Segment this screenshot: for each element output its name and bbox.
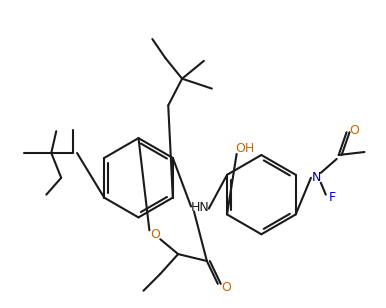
Text: OH: OH [235, 142, 254, 155]
Text: HN: HN [191, 201, 209, 214]
Text: O: O [350, 124, 359, 137]
Text: O: O [221, 281, 231, 294]
Text: N: N [312, 171, 322, 184]
Text: F: F [329, 191, 336, 204]
Text: O: O [151, 228, 160, 241]
